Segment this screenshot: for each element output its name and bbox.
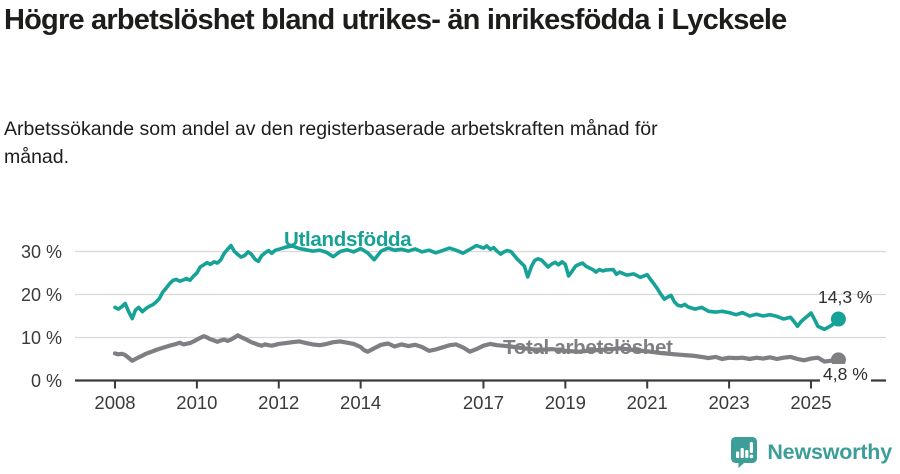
series-line-1 [112,333,841,364]
series-line-0 [113,243,841,332]
series-label-total-arbetsloshet: Total arbetslöshet [503,336,673,359]
chart-subtitle: Arbetssökande som andel av den registerb… [4,118,658,168]
series-label-utlandsfodda: Utlandsfödda [284,228,412,251]
end-value-label-utlandsfodda: 14,3 % [818,287,873,307]
series-end-dot-1 [830,352,846,368]
chart-title: Högre arbetslöshet bland utrikes- än inr… [4,4,787,36]
series-end-dot-0 [830,311,846,327]
newsworthy-logo: Newsworthy [730,436,892,468]
newsworthy-bar-chart-bubble-icon [731,437,758,468]
end-value-label-total-arbetsloshet: 4,8 % [820,364,871,385]
newsworthy-logo-text: Newsworthy [767,439,892,464]
